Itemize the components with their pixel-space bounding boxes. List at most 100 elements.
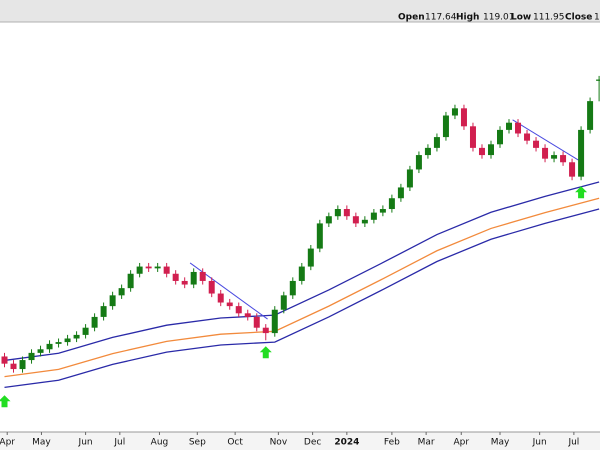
candle-body	[524, 133, 531, 141]
axis-bar	[0, 432, 600, 450]
candle-body	[217, 293, 224, 303]
trend-line	[512, 119, 579, 161]
header-label: Close	[565, 13, 592, 23]
x-tick-label: Apr	[453, 438, 469, 448]
candle-body	[451, 108, 458, 116]
candle-body	[253, 316, 260, 328]
x-tick-label: Nov	[270, 438, 288, 448]
candle-body	[280, 295, 287, 310]
candle-body	[497, 129, 503, 145]
candle-body	[145, 266, 152, 269]
candle-body	[515, 122, 522, 134]
candle-body	[1, 356, 8, 364]
candle-body	[172, 273, 179, 281]
candle-body	[289, 280, 296, 296]
candle-body	[127, 273, 134, 289]
candle-body	[109, 295, 116, 307]
header-bar	[0, 0, 600, 22]
band-line	[4, 181, 600, 362]
candle-body	[199, 271, 206, 281]
candle-body	[118, 288, 125, 296]
candle-body	[478, 147, 485, 156]
candle-body	[298, 266, 305, 281]
trend-line	[189, 262, 268, 320]
candle-body	[307, 248, 314, 267]
header-value: 117.64	[425, 13, 457, 23]
x-tick-label: May	[32, 438, 51, 448]
candle-body	[487, 144, 494, 156]
x-tick-label: Sep	[189, 438, 206, 448]
x-tick-label: Dec	[304, 438, 321, 448]
header-label: Low	[511, 13, 531, 23]
candle-body	[433, 137, 440, 148]
x-tick-label: Jun	[78, 438, 93, 448]
candle-body	[316, 223, 323, 249]
candle-body	[181, 280, 188, 285]
candle-body	[424, 147, 431, 156]
candle-body	[542, 147, 549, 159]
candle-body	[551, 155, 558, 159]
candle-body	[190, 271, 197, 285]
candle-body	[596, 79, 600, 81]
x-tick-label: Jun	[532, 438, 547, 448]
candle-body	[469, 126, 476, 148]
x-tick-label: Aug	[151, 438, 169, 448]
x-tick-label: Mar	[418, 438, 435, 448]
candle-body	[379, 209, 386, 213]
band-line	[4, 208, 600, 389]
buy-signal	[575, 186, 588, 199]
candle-body	[334, 209, 341, 217]
header-label: High	[456, 13, 479, 23]
candle-body	[271, 309, 278, 334]
candle-body	[587, 101, 594, 130]
candle-body	[415, 155, 422, 170]
candle-body	[37, 349, 44, 353]
candle-body	[10, 363, 17, 370]
x-tick-label: Jul	[113, 438, 125, 448]
candle-body	[460, 108, 467, 127]
candle-body	[352, 216, 359, 224]
candle-body	[154, 266, 161, 269]
candle-body	[55, 342, 62, 344]
x-tick-label: 2024	[334, 438, 359, 448]
candle-body	[370, 212, 377, 220]
header-value: 119.01	[483, 13, 515, 23]
candle-body	[100, 306, 107, 317]
x-tick-label: Feb	[384, 438, 400, 448]
candle-body	[442, 115, 449, 138]
candle-body	[163, 266, 170, 274]
candle-body	[262, 327, 269, 334]
candle-body	[506, 122, 513, 130]
header-value: 111.95	[533, 13, 565, 23]
header-value: 1	[594, 13, 600, 23]
candle-body	[244, 313, 251, 317]
candle-body	[136, 266, 143, 274]
header-label: Open	[398, 13, 425, 23]
buy-signal	[0, 395, 11, 408]
candle-body	[361, 219, 368, 224]
candle-body	[46, 343, 53, 350]
candle-body	[19, 360, 26, 370]
candle-body	[235, 306, 242, 314]
candle-body	[560, 155, 567, 163]
candle-body	[578, 129, 585, 177]
candle-body	[397, 187, 404, 199]
candle-body	[388, 198, 395, 210]
candle-body	[73, 334, 80, 339]
x-tick-label: May	[491, 438, 510, 448]
candle-body	[82, 327, 89, 335]
candle-body	[64, 338, 71, 343]
x-tick-label: Jul	[567, 438, 579, 448]
candle-body	[208, 280, 215, 294]
x-tick-label: Oct	[227, 438, 243, 448]
candle-body	[91, 316, 98, 328]
candle-body	[343, 209, 350, 217]
candle-body	[533, 140, 540, 148]
candle-body	[569, 162, 576, 177]
buy-signal	[259, 346, 272, 359]
x-tick-label: Apr	[0, 438, 15, 448]
band-line	[4, 197, 600, 378]
candle-body	[226, 302, 233, 307]
